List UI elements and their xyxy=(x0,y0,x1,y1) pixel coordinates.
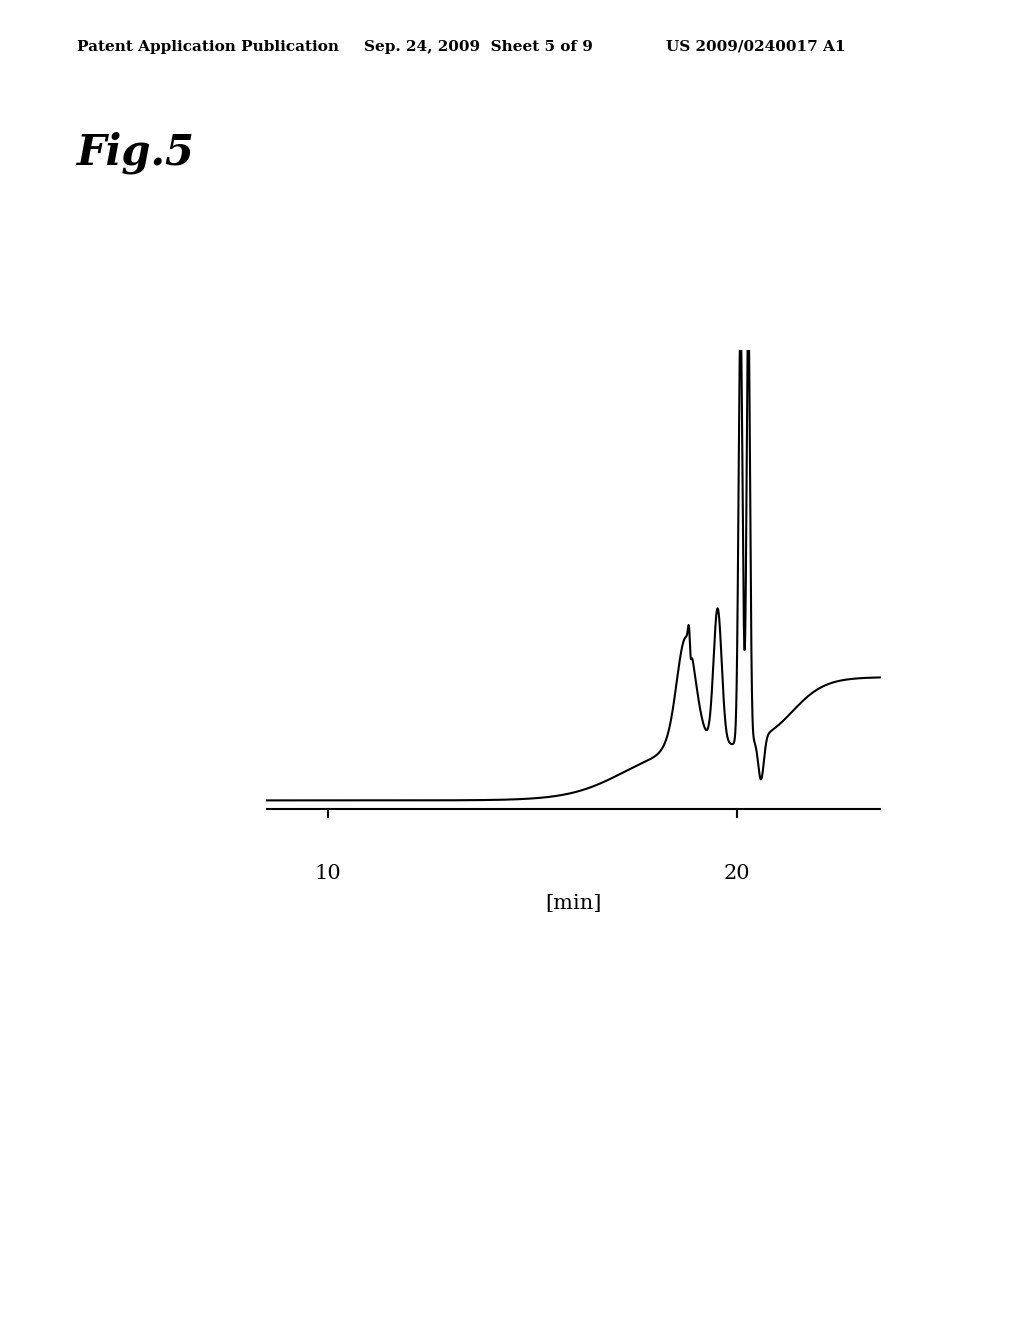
X-axis label: [min]: [min] xyxy=(545,894,602,913)
Text: Sep. 24, 2009  Sheet 5 of 9: Sep. 24, 2009 Sheet 5 of 9 xyxy=(364,40,593,54)
Text: Fig.5: Fig.5 xyxy=(77,132,195,174)
Text: US 2009/0240017 A1: US 2009/0240017 A1 xyxy=(666,40,845,54)
Text: Patent Application Publication: Patent Application Publication xyxy=(77,40,339,54)
